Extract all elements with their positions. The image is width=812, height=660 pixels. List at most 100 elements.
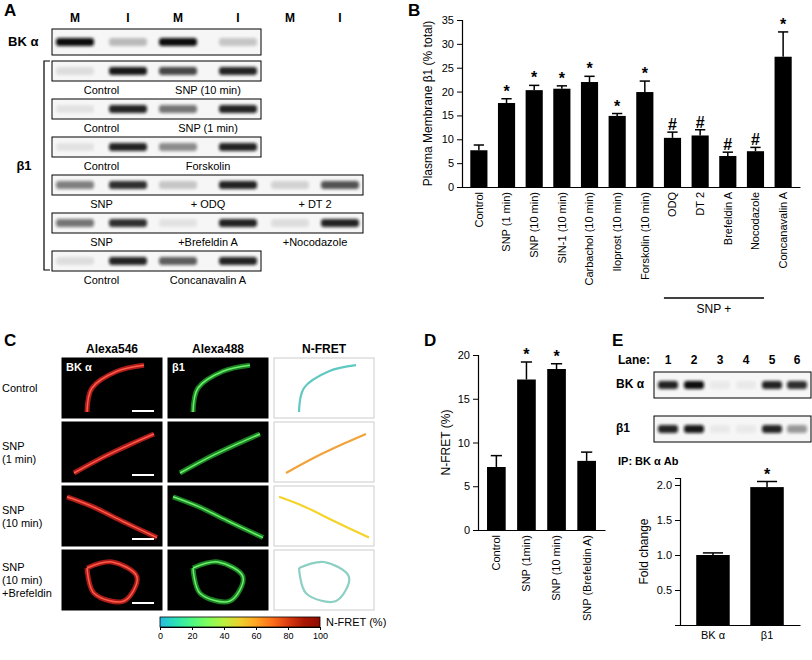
cell-signal	[173, 497, 263, 538]
x-tick-label: BK α	[701, 629, 726, 641]
y-tick: 20	[442, 86, 462, 98]
cell-signal	[193, 365, 250, 412]
blot-band	[109, 105, 147, 113]
bar-chart: 0 5 10 15 20 ControlSNP (1min)SNP (10 min)SNP…	[439, 346, 606, 621]
tick-mark	[473, 486, 478, 487]
y-tick-label: 20	[458, 349, 470, 361]
panel-label: D	[424, 331, 436, 350]
row-label: β1	[16, 158, 31, 173]
y-tick-label: 1.0	[657, 549, 672, 561]
y-tick: 10	[442, 133, 462, 145]
colorbar-tick: 0	[158, 627, 163, 641]
blot-band	[684, 381, 704, 389]
significance-mark: #	[668, 116, 677, 133]
x-tick-label: Control	[490, 535, 502, 570]
cell-signal	[87, 562, 137, 602]
blot-frame	[52, 175, 363, 195]
channel-label: BK α	[66, 361, 92, 373]
lane-title: Lane:	[618, 353, 650, 367]
y-tick-label: 0	[464, 524, 470, 536]
blot-band	[56, 105, 94, 113]
blot-band	[109, 219, 147, 227]
y-tick: 35	[442, 14, 462, 26]
tick-mark	[160, 627, 161, 630]
colorbar-tick: 80	[283, 627, 293, 641]
error-bar	[526, 362, 528, 380]
blot-band	[56, 143, 94, 151]
lane-number: 3	[717, 353, 724, 367]
column-header: Alexa488	[192, 342, 244, 356]
bar	[553, 89, 570, 187]
scale-bar	[132, 410, 154, 412]
tick-mark	[320, 627, 321, 630]
bar	[577, 461, 596, 530]
cell-signal	[87, 365, 144, 412]
panel-label: C	[4, 331, 16, 350]
colorbar-axis-line	[161, 627, 321, 628]
ip-label: IP: BK α Ab	[618, 455, 679, 467]
x-axis: ControlSNP (1min)SNP (10 min)SNP (Brefel…	[479, 530, 606, 621]
y-tick-label: 35	[442, 14, 454, 26]
bar	[692, 135, 709, 187]
x-tick: Concanavalin A	[777, 187, 789, 268]
micrograph	[168, 358, 268, 418]
tick-mark	[473, 399, 478, 400]
micrograph	[62, 486, 162, 546]
plot-marks	[487, 362, 596, 530]
blot-caption: Control	[84, 274, 119, 286]
y-tick: 30	[442, 38, 462, 50]
x-tick: BK α	[701, 625, 726, 641]
cell-signal	[74, 434, 154, 473]
blot-caption: SNP (10 min)	[175, 84, 241, 96]
blot-band	[658, 381, 678, 389]
fret-signal	[279, 497, 369, 538]
y-tick: 1.5	[657, 514, 680, 526]
blot-caption: +Nocodazole	[283, 236, 348, 248]
y-tick-label: 0	[448, 181, 454, 193]
y-tick: 15	[442, 109, 462, 121]
y-tick: 15	[458, 393, 478, 405]
row-label: SNP	[2, 561, 25, 573]
significance-mark: #	[723, 136, 732, 153]
colorbar-tick: 20	[187, 627, 197, 641]
bar	[664, 138, 681, 187]
y-axis-line	[473, 356, 479, 531]
x-tick-label: SNP (Brefeldin A)	[580, 535, 592, 621]
x-tick-label: Control	[473, 192, 485, 227]
y-tick-label: 5	[464, 480, 470, 492]
cell-signal	[74, 434, 154, 473]
lane-header: M	[70, 11, 80, 25]
blot-band	[56, 67, 94, 75]
x-tick: DT 2	[694, 187, 706, 216]
bracket	[44, 61, 50, 270]
colorbar-tick: 100	[313, 627, 328, 641]
blot-caption: Forskolin	[186, 160, 231, 172]
blot-caption: + ODQ	[191, 198, 226, 210]
y-tick: 2.0	[657, 479, 680, 491]
bar	[517, 380, 536, 531]
blot-caption: Control	[84, 84, 119, 96]
blot-band	[762, 381, 782, 389]
row-label: (10 min)	[2, 517, 42, 529]
scale-bar	[132, 602, 154, 604]
y-tick: 10	[458, 437, 478, 449]
significance-mark: *	[764, 466, 771, 483]
blot-band	[159, 219, 197, 227]
blot-band	[710, 381, 730, 389]
tick-mark	[473, 443, 478, 444]
y-axis-title: Fold change	[637, 518, 651, 584]
micrograph	[62, 550, 162, 610]
blot-caption: SNP	[90, 236, 113, 248]
blot-band	[109, 67, 147, 75]
bar	[719, 156, 736, 187]
bar	[696, 555, 730, 625]
cell-signal	[87, 365, 144, 412]
x-tick-label: SIN-1 (10 min)	[556, 192, 568, 264]
blot-band	[321, 219, 359, 227]
bar	[581, 82, 598, 187]
x-tick-label: SNP (1 min)	[500, 192, 512, 252]
blot-band	[736, 425, 756, 433]
x-tick-label: ODQ	[666, 192, 678, 218]
row-label: β1	[616, 421, 630, 435]
micrograph	[274, 486, 374, 546]
